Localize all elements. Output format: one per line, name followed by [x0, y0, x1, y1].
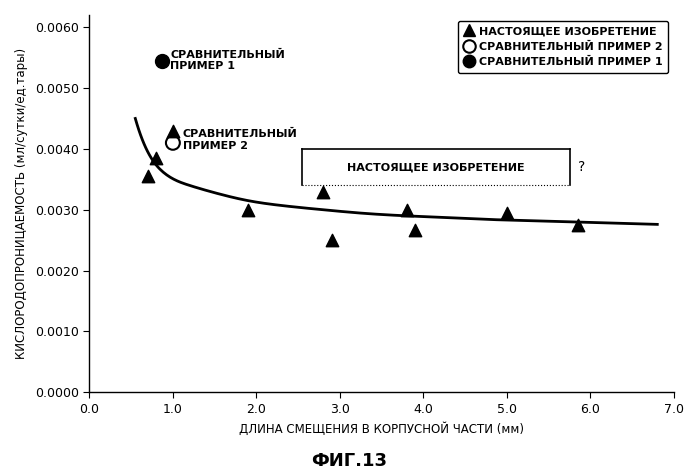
Legend: НАСТОЯЩЕЕ ИЗОБРЕТЕНИЕ, СРАВНИТЕЛЬНЫЙ ПРИМЕР 2, СРАВНИТЕЛЬНЫЙ ПРИМЕР 1: НАСТОЯЩЕЕ ИЗОБРЕТЕНИЕ, СРАВНИТЕЛЬНЫЙ ПРИ… — [458, 20, 668, 73]
Point — [572, 221, 584, 229]
Point — [157, 57, 168, 65]
Text: НАСТОЯЩЕЕ ИЗОБРЕТЕНИЕ: НАСТОЯЩЕЕ ИЗОБРЕТЕНИЕ — [347, 162, 525, 172]
Text: ФИГ.13: ФИГ.13 — [312, 452, 387, 470]
X-axis label: ДЛИНА СМЕЩЕНИЯ В КОРПУСНОЙ ЧАСТИ (мм): ДЛИНА СМЕЩЕНИЯ В КОРПУСНОЙ ЧАСТИ (мм) — [239, 423, 524, 436]
Text: ?: ? — [578, 160, 585, 174]
Point — [167, 139, 178, 147]
Point — [150, 154, 161, 162]
Point — [167, 127, 178, 134]
Point — [326, 237, 337, 244]
Bar — [303, 149, 570, 185]
Point — [501, 209, 512, 217]
Text: СРАВНИТЕЛЬНЫЙ
ПРИМЕР 1: СРАВНИТЕЛЬНЫЙ ПРИМЕР 1 — [171, 50, 285, 71]
Point — [243, 206, 254, 214]
Point — [317, 188, 329, 195]
Y-axis label: КИСЛОРОДОПРОНИЦАЕМОСТЬ (мл/сутки/ед.тары): КИСЛОРОДОПРОНИЦАЕМОСТЬ (мл/сутки/ед.тары… — [15, 48, 28, 359]
Point — [142, 172, 153, 180]
Point — [410, 226, 421, 234]
Point — [401, 206, 412, 214]
Text: СРАВНИТЕЛЬНЫЙ
ПРИМЕР 2: СРАВНИТЕЛЬНЫЙ ПРИМЕР 2 — [183, 129, 298, 151]
